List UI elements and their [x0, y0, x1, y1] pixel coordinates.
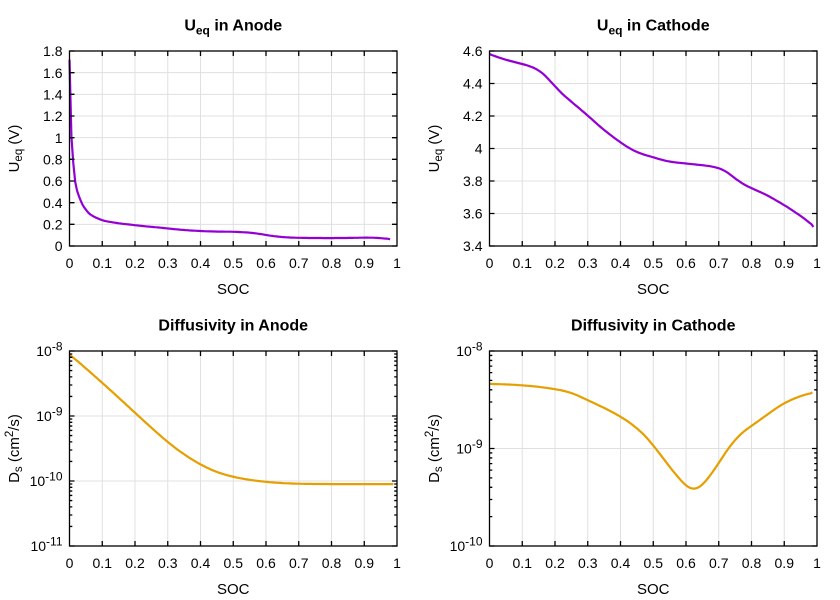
svg-text:1.6: 1.6 [43, 65, 63, 81]
svg-text:0.2: 0.2 [545, 555, 565, 571]
svg-text:0.4: 0.4 [191, 555, 211, 571]
svg-text:Diffusivity in Anode: Diffusivity in Anode [158, 318, 308, 335]
svg-text:0: 0 [55, 238, 63, 254]
svg-text:1.4: 1.4 [43, 86, 63, 102]
svg-text:Ueq in Anode: Ueq in Anode [184, 18, 282, 38]
svg-text:0.3: 0.3 [578, 255, 598, 271]
svg-text:0.8: 0.8 [43, 151, 63, 167]
svg-text:3.8: 3.8 [463, 173, 483, 189]
svg-text:SOC: SOC [637, 281, 670, 298]
svg-text:0.9: 0.9 [355, 255, 375, 271]
svg-text:1: 1 [813, 555, 821, 571]
svg-text:0.9: 0.9 [355, 555, 375, 571]
svg-text:Ds (cm2/s): Ds (cm2/s) [424, 414, 445, 483]
svg-text:0.5: 0.5 [224, 255, 244, 271]
svg-text:3.4: 3.4 [463, 238, 483, 254]
svg-text:0.3: 0.3 [158, 255, 178, 271]
svg-text:0.6: 0.6 [676, 255, 696, 271]
svg-text:0.4: 0.4 [43, 195, 63, 211]
svg-text:Diffusivity in Cathode: Diffusivity in Cathode [571, 318, 736, 335]
svg-text:0.1: 0.1 [513, 555, 533, 571]
svg-text:0.2: 0.2 [125, 255, 145, 271]
svg-text:4: 4 [475, 141, 483, 157]
svg-text:0.7: 0.7 [709, 555, 729, 571]
svg-text:3.6: 3.6 [463, 206, 483, 222]
svg-text:Ueq (V): Ueq (V) [426, 125, 445, 173]
svg-text:0.4: 0.4 [611, 555, 631, 571]
svg-text:0.5: 0.5 [644, 555, 664, 571]
svg-text:0: 0 [486, 555, 494, 571]
svg-text:0: 0 [66, 555, 74, 571]
svg-text:4.2: 4.2 [463, 108, 483, 124]
svg-text:0.6: 0.6 [256, 555, 276, 571]
svg-text:4.6: 4.6 [463, 43, 483, 59]
svg-text:0.1: 0.1 [513, 255, 533, 271]
svg-text:SOC: SOC [217, 281, 250, 298]
svg-text:0.2: 0.2 [43, 216, 63, 232]
svg-text:0: 0 [66, 255, 74, 271]
svg-text:Ds (cm2/s): Ds (cm2/s) [4, 414, 25, 483]
svg-text:0.2: 0.2 [125, 555, 145, 571]
svg-text:0.3: 0.3 [158, 555, 178, 571]
svg-text:0.4: 0.4 [611, 255, 631, 271]
svg-text:0.4: 0.4 [191, 255, 211, 271]
svg-text:0.1: 0.1 [93, 555, 113, 571]
svg-text:0: 0 [486, 255, 494, 271]
svg-text:Ueq in Cathode: Ueq in Cathode [597, 18, 710, 38]
svg-text:0.5: 0.5 [224, 555, 244, 571]
svg-text:1: 1 [393, 255, 401, 271]
svg-text:0.8: 0.8 [322, 255, 342, 271]
svg-text:0.2: 0.2 [545, 255, 565, 271]
svg-text:1.8: 1.8 [43, 43, 63, 59]
svg-text:0.6: 0.6 [43, 173, 63, 189]
svg-text:1: 1 [393, 555, 401, 571]
svg-text:1.2: 1.2 [43, 108, 63, 124]
svg-text:0.8: 0.8 [742, 255, 762, 271]
svg-text:0.8: 0.8 [742, 555, 762, 571]
svg-text:0.5: 0.5 [644, 255, 664, 271]
svg-text:0.8: 0.8 [322, 555, 342, 571]
svg-text:SOC: SOC [217, 581, 250, 598]
svg-text:0.1: 0.1 [93, 255, 113, 271]
svg-text:0.7: 0.7 [709, 255, 729, 271]
svg-text:0.7: 0.7 [289, 555, 309, 571]
svg-text:0.3: 0.3 [578, 555, 598, 571]
svg-text:0.7: 0.7 [289, 255, 309, 271]
svg-text:0.6: 0.6 [256, 255, 276, 271]
svg-text:0.9: 0.9 [775, 255, 795, 271]
svg-text:SOC: SOC [637, 581, 670, 598]
svg-text:4.4: 4.4 [463, 76, 483, 92]
svg-text:1: 1 [55, 130, 63, 146]
svg-text:1: 1 [813, 255, 821, 271]
svg-text:0.9: 0.9 [775, 555, 795, 571]
svg-text:0.6: 0.6 [676, 555, 696, 571]
svg-text:Ueq (V): Ueq (V) [6, 125, 25, 173]
